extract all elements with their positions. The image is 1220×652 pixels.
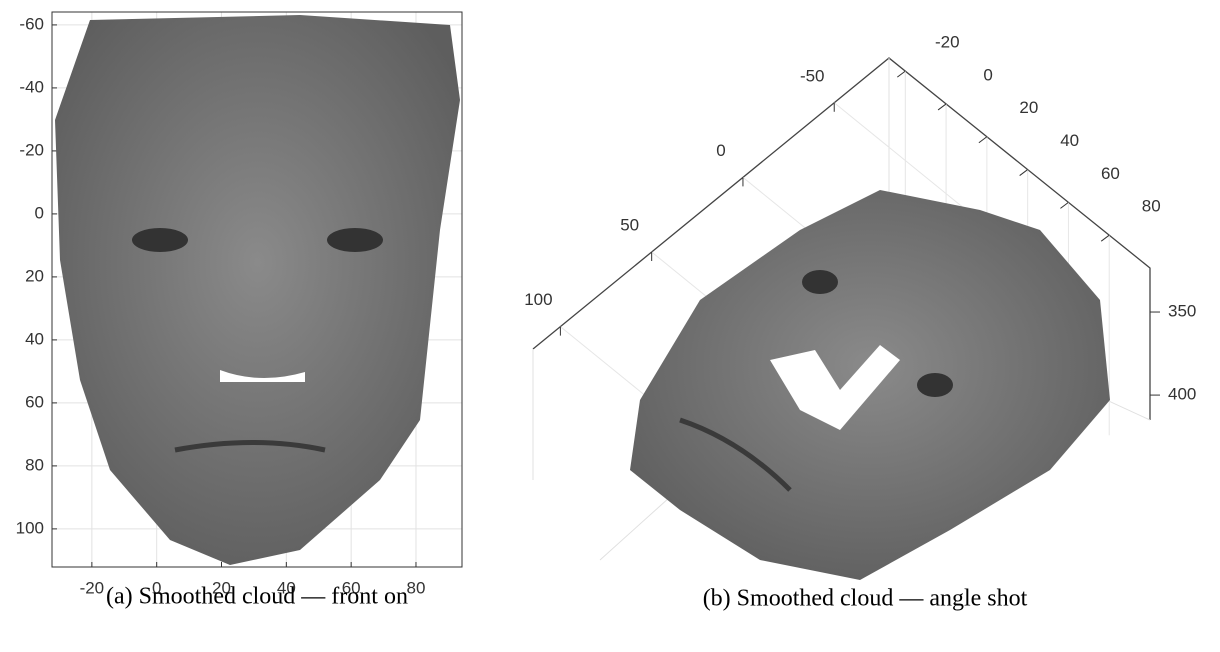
x-tick-label: 100	[524, 290, 552, 309]
face-front	[55, 15, 460, 565]
y-tick-label: 0	[35, 203, 44, 222]
y-tick-label: 40	[1060, 131, 1079, 150]
eye	[917, 373, 953, 397]
tick	[1101, 235, 1109, 241]
y-tick-label: 60	[1101, 164, 1120, 183]
x-tick-label: 50	[620, 215, 639, 234]
tick	[1060, 202, 1068, 208]
tick	[897, 71, 905, 77]
x-tick-label: -50	[800, 66, 825, 85]
z-tick-label: 400	[1168, 385, 1196, 404]
z-tick-label: 350	[1168, 302, 1196, 321]
y-tick-label: 20	[25, 266, 44, 285]
y-tick-label: 20	[1019, 98, 1038, 117]
y-tick-label: 40	[25, 329, 44, 348]
x-tick-label: 80	[407, 578, 426, 597]
tick	[938, 104, 946, 110]
figure: -20 0 20 40 60 80 -60 -40 -20 0 20 40 60 80 100 (a) Smo…	[0, 0, 1220, 652]
caption: (b) Smoothed cloud — angle shot	[703, 586, 1028, 612]
tick	[1020, 170, 1028, 176]
y-tick-label: 60	[25, 392, 44, 411]
y-tick-label: -20	[935, 33, 960, 52]
y-tick-label: 80	[25, 455, 44, 474]
y-tick-label: -40	[19, 77, 44, 96]
eye	[802, 270, 838, 294]
y-tick-label: -60	[19, 14, 44, 33]
y-tick-label: 100	[16, 518, 44, 537]
caption: (a) Smoothed cloud — front on	[106, 584, 408, 610]
y-tick-label: 80	[1142, 197, 1161, 216]
y-tick-label: -20	[19, 140, 44, 159]
x-tick-label: 0	[716, 141, 725, 160]
tick	[979, 137, 987, 143]
eye	[132, 228, 188, 252]
x-tick-label: -20	[80, 578, 105, 597]
eye	[327, 228, 383, 252]
y-tick-label: 0	[983, 65, 992, 84]
